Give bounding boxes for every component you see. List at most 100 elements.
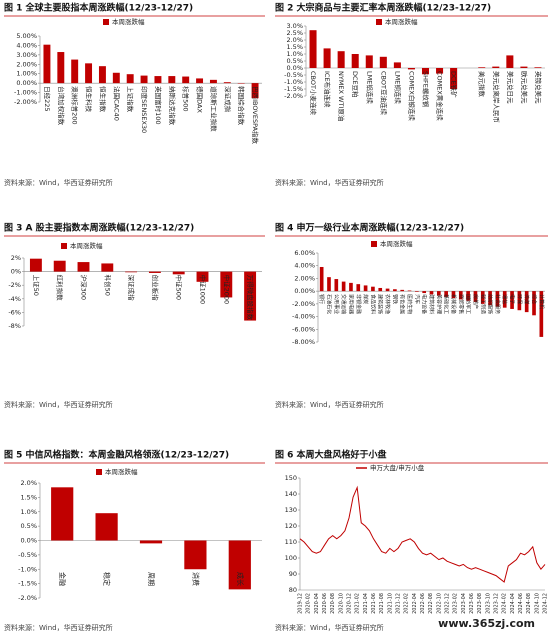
x-tick-label: 澳洲标普200 [71, 86, 80, 124]
bar [319, 266, 324, 292]
x-tick-label: 2020-12 [347, 593, 353, 614]
y-tick-label: 0.0% [20, 537, 37, 545]
bar [351, 54, 359, 68]
bar [77, 262, 90, 272]
bar [385, 288, 390, 292]
x-tick-label: 2023-12 [494, 593, 500, 614]
x-tick-label: DCE豆粕 [351, 71, 360, 98]
x-tick-label: 交通运输 [340, 294, 347, 314]
x-tick-label: 上证指数 [126, 86, 135, 113]
line-series [299, 485, 546, 583]
x-tick-label: 韩国综合指数 [237, 86, 246, 126]
bar [495, 291, 500, 307]
bar [139, 540, 163, 544]
x-tick-label: 2021-04 [363, 593, 369, 614]
x-tick-label: 2023-06 [469, 593, 475, 614]
x-tick-label: 标普500 [182, 86, 191, 111]
x-tick-label: DCE铁矿 [450, 71, 459, 98]
bar [451, 291, 456, 299]
bar [112, 72, 120, 84]
bar [196, 271, 209, 282]
x-tick-label: 创业板指 [151, 275, 160, 302]
x-tick-label: NYMEX WTI原油 [337, 71, 346, 121]
y-tick-label: 130 [285, 506, 297, 514]
x-tick-label: 2020-04 [314, 593, 320, 614]
y-tick-label: -4% [8, 295, 21, 303]
bar [444, 291, 448, 297]
x-tick-label: 2022-06 [420, 593, 426, 614]
bar [196, 78, 204, 84]
x-tick-label: 恒生指数 [98, 86, 107, 113]
bar [524, 291, 529, 313]
bar [125, 271, 138, 273]
x-tick-label: 恒生科技 [85, 86, 94, 113]
bar [400, 289, 405, 292]
x-tick-label: 纳斯达克指数 [168, 86, 177, 126]
x-tick-label: 美元指数 [478, 71, 487, 98]
x-tick-label: 环保 [516, 294, 523, 304]
y-tick-label: -6.00% [292, 325, 315, 333]
x-tick-label: 中证2000 [222, 275, 231, 305]
chart-title: 图 2 大宗商品与主要汇率本周涨跌幅(12/23-12/27) [275, 2, 491, 14]
x-tick-label: CBOT豆油连续 [379, 71, 388, 115]
y-tick-label: 80 [289, 586, 297, 594]
y-tick-label: -4.00% [292, 313, 315, 321]
x-tick-label: 2024-06 [518, 593, 524, 614]
bar [450, 68, 458, 89]
x-tick-label: 德国DAX [196, 86, 205, 113]
y-tick-label: 110 [285, 538, 297, 546]
x-tick-label: 建筑装饰 [377, 294, 384, 314]
x-tick-label: 2020-08 [330, 593, 336, 614]
x-tick-label: 2024-04 [510, 593, 516, 614]
x-tick-label: 传媒 [523, 294, 530, 304]
bar [506, 55, 514, 68]
y-tick-label: 100 [285, 554, 297, 562]
y-tick-label: 1.5% [20, 493, 37, 501]
x-tick-label: 消费 [191, 572, 200, 586]
source-note: 资料来源：Wind，华西证券研究所 [275, 623, 384, 632]
x-tick-label: 2022-10 [436, 593, 442, 614]
y-tick-label: 1.0% [286, 50, 303, 58]
x-tick-label: SHFE螺纹钢 [422, 71, 431, 108]
y-tick-label: -1.0% [18, 565, 37, 573]
bar [407, 68, 415, 70]
x-tick-label: 计算机 [538, 294, 545, 309]
chart-title: 图 4 申万一级行业本周涨跌幅(12/23-12/27) [275, 222, 464, 234]
x-tick-label: 2022-08 [428, 593, 434, 614]
bar [101, 263, 114, 272]
bar [436, 291, 441, 296]
x-tick-label: 沪深300 [80, 275, 89, 300]
x-tick-label: 钢铁 [391, 294, 398, 304]
x-tick-label: 国防军工 [465, 294, 472, 314]
x-tick-label: 农林牧渔 [384, 294, 391, 314]
bar [436, 68, 444, 74]
legend-label: 本周涨跌幅 [385, 17, 418, 26]
source-note: 资料来源：Wind，华西证券研究所 [275, 400, 384, 409]
x-tick-label: 医药生物 [406, 294, 413, 314]
bar [126, 74, 134, 84]
x-tick-label: 2024-08 [526, 593, 532, 614]
y-tick-label: 2.00% [294, 274, 315, 282]
bar [182, 76, 190, 84]
x-tick-label: 2020-02 [306, 593, 312, 614]
bar [327, 277, 331, 292]
bar [51, 487, 74, 541]
y-tick-label: 2.5% [286, 29, 303, 37]
x-tick-label: 食品饮料 [369, 294, 376, 314]
y-tick-label: -2.0% [284, 92, 303, 100]
x-tick-label: 纺织服饰 [487, 294, 494, 314]
bar [365, 55, 373, 68]
bar [532, 291, 536, 316]
y-tick-label: -0.5% [18, 551, 37, 559]
y-tick-label: 140 [285, 490, 297, 498]
y-tick-label: 0.5% [20, 522, 37, 530]
y-tick-label: -2.0% [18, 594, 37, 602]
bar [337, 51, 345, 68]
bar [154, 76, 162, 84]
x-tick-label: 周期 [147, 572, 155, 586]
x-tick-label: 道琼斯工业指数 [209, 86, 218, 132]
bar [223, 82, 231, 84]
x-tick-label: 房地产 [472, 294, 479, 309]
bar [492, 66, 500, 68]
y-tick-label: -2.00% [14, 98, 37, 106]
